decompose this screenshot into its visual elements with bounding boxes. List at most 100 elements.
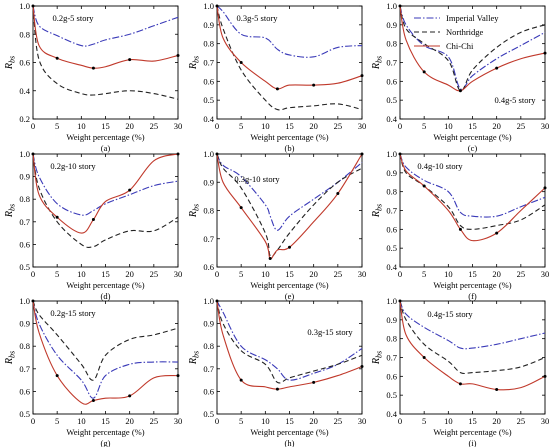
data-point — [31, 4, 35, 8]
x-tick-label: 10 — [444, 121, 453, 131]
legend-label: Chi-Chi — [446, 41, 474, 51]
data-point — [91, 218, 95, 222]
series-line — [32, 300, 179, 381]
y-tick-label: 0.6 — [386, 371, 397, 381]
data-point — [275, 387, 279, 391]
x-tick-label: 15 — [101, 121, 110, 131]
x-tick-label: 25 — [517, 416, 526, 426]
x-tick-label: 0 — [31, 269, 35, 279]
y-tick-label: 1.0 — [203, 296, 214, 306]
y-tick-label: 0.8 — [386, 39, 397, 49]
panel-label: (g) — [101, 438, 111, 447]
panel-label: (h) — [285, 438, 295, 447]
y-tick-label: 0.6 — [203, 76, 214, 86]
y-tick-label: 0.6 — [203, 262, 214, 272]
y-tick-label: 0.7 — [19, 364, 30, 374]
x-tick-label: 10 — [261, 121, 270, 131]
x-tick-label: 15 — [101, 416, 110, 426]
x-tick-label: 15 — [285, 269, 294, 279]
y-tick-label: 0.9 — [203, 20, 214, 30]
x-tick-label: 0 — [215, 121, 219, 131]
y-tick-label: 1.0 — [386, 1, 397, 11]
data-point — [495, 231, 499, 235]
x-tick-label: 0 — [31, 416, 35, 426]
y-tick-label: 0.4 — [386, 114, 397, 124]
data-point — [215, 152, 219, 156]
data-point — [31, 152, 35, 156]
data-point — [176, 152, 180, 156]
data-point — [458, 227, 462, 231]
x-tick-label: 5 — [422, 269, 426, 279]
data-point — [215, 4, 219, 8]
data-point — [215, 299, 219, 303]
series-line — [399, 153, 546, 230]
x-tick-label: 25 — [150, 416, 159, 426]
plot-frame — [216, 153, 363, 268]
y-tick-label: 0.5 — [386, 243, 397, 253]
legend-label: Imperial Valley — [446, 13, 499, 23]
y-tick-label: 0.9 — [19, 319, 30, 329]
x-tick-label: 0 — [398, 416, 402, 426]
y-axis-label: Rbs — [188, 56, 201, 70]
y-tick-label: 0.6 — [203, 386, 214, 396]
y-tick-label: 0.6 — [386, 224, 397, 234]
y-tick-label: 0.5 — [203, 95, 214, 105]
x-tick-label: 5 — [239, 416, 243, 426]
x-tick-label: 25 — [334, 121, 343, 131]
y-tick-label: 0.7 — [386, 353, 397, 363]
x-axis-label: Weight percentage (%) — [433, 427, 511, 437]
x-tick-label: 20 — [492, 416, 501, 426]
data-point — [312, 83, 316, 87]
y-tick-label: 0.7 — [19, 217, 30, 227]
y-axis-label: Rbs — [371, 56, 384, 70]
panel-title: 0.4g-15 story — [427, 309, 473, 319]
y-tick-label: 1.0 — [203, 149, 214, 159]
series-line — [216, 5, 363, 111]
series-line — [216, 5, 363, 58]
chart-panel: 0 5 10 15 20 25 30 0.5 0.6 0.7 0.8 0.9 1.0 Weight per… — [4, 149, 182, 301]
y-tick-label: 1.0 — [19, 149, 30, 159]
legend: Imperial Valley Northridge Chi-Chi — [414, 13, 499, 51]
data-point — [543, 51, 547, 55]
panel-title: 0.4g-10 story — [417, 161, 463, 171]
y-tick-label: 0.4 — [386, 409, 397, 419]
y-tick-label: 0.7 — [386, 206, 397, 216]
x-tick-label: 5 — [55, 269, 59, 279]
y-axis-label: Rbs — [4, 204, 17, 218]
data-point — [128, 394, 132, 398]
y-tick-label: 0.6 — [19, 239, 30, 249]
data-point — [239, 378, 243, 382]
data-point — [176, 374, 180, 378]
panel-label: (e) — [285, 291, 295, 301]
x-tick-label: 25 — [517, 269, 526, 279]
x-axis-label: Weight percentage (%) — [250, 280, 328, 290]
x-tick-label: 20 — [309, 121, 318, 131]
series-line — [32, 5, 179, 47]
panel-title: 0.4g-5 story — [494, 95, 536, 105]
series-line — [216, 300, 363, 390]
x-tick-label: 0 — [398, 269, 402, 279]
y-tick-label: 1.0 — [19, 296, 30, 306]
x-tick-label: 5 — [422, 416, 426, 426]
y-tick-label: 0.8 — [203, 39, 214, 49]
y-tick-label: 0.8 — [203, 206, 214, 216]
x-tick-label: 30 — [358, 416, 367, 426]
y-tick-label: 0.7 — [203, 364, 214, 374]
data-point — [91, 66, 95, 70]
series-line — [32, 5, 179, 100]
y-tick-label: 0.5 — [19, 262, 30, 272]
x-tick-label: 30 — [541, 121, 550, 131]
data-point — [360, 152, 364, 156]
series-line — [32, 153, 179, 216]
x-tick-label: 30 — [174, 416, 183, 426]
data-point — [543, 374, 547, 378]
series-line — [216, 300, 363, 381]
y-tick-label: 1.0 — [203, 1, 214, 11]
x-tick-label: 10 — [444, 269, 453, 279]
series-line — [399, 5, 546, 90]
x-tick-label: 15 — [101, 269, 110, 279]
chart-panel: 0 5 10 15 20 25 30 0.4 0.5 0.6 0.7 0.8 0.9 1.0 Weight … — [371, 149, 549, 301]
x-tick-label: 25 — [150, 269, 159, 279]
y-tick-label: 0.6 — [19, 58, 30, 68]
x-tick-label: 15 — [285, 121, 294, 131]
